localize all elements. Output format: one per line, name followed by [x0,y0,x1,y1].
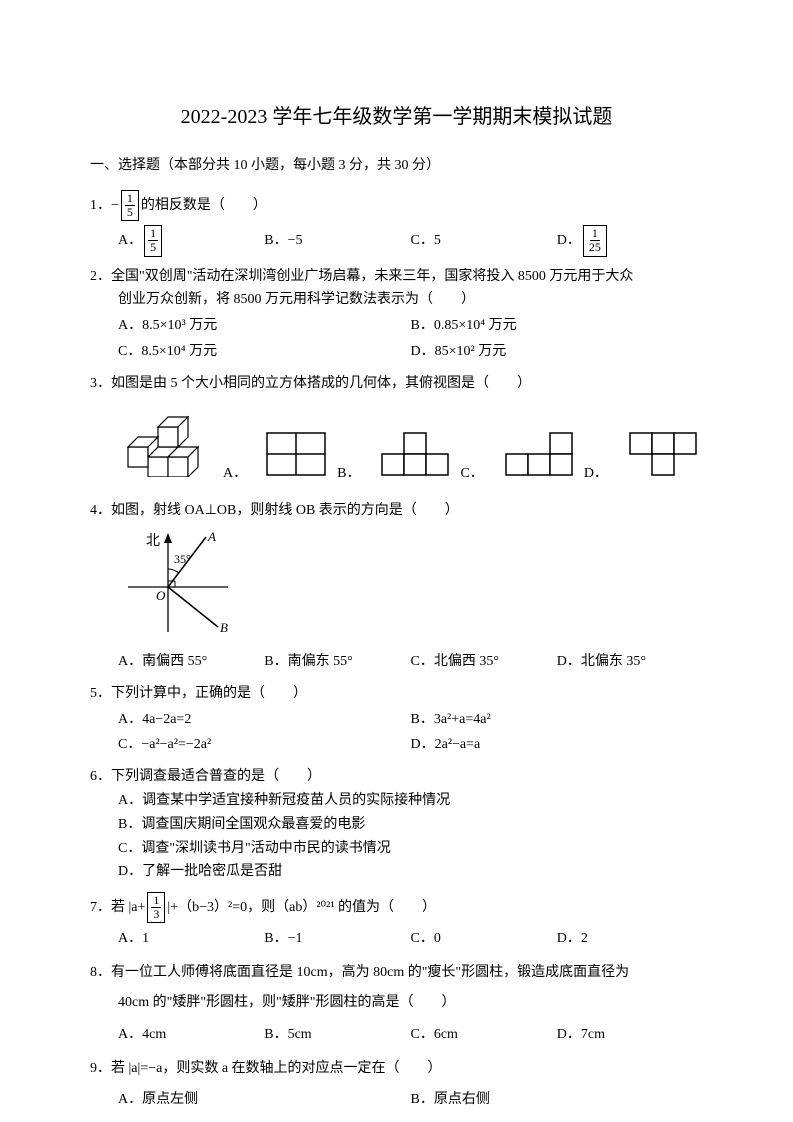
q7-num: 7． [90,896,111,920]
q1-optB: B．−5 [264,225,410,256]
q1-num: 1． [90,194,111,218]
question-7: 7． 若 |a+ 1 3 |+（b−3）²=0，则（ab）²⁰²¹ 的值为（ ）… [90,892,703,951]
q2-optA: A．8.5×10³ 万元 [118,314,411,338]
q1-frac: 1 5 [121,190,139,221]
q7-optC: C．0 [411,927,557,951]
q6-optD: D．了解一批哈密瓜是否甜 [90,860,703,884]
q2-optC: C．8.5×10⁴ 万元 [118,340,411,364]
q5-text: 下列计算中，正确的是（ ） [111,682,307,706]
q3-optA-figure [265,431,327,486]
question-3: 3． 如图是由 5 个大小相同的立方体搭成的几何体，其俯视图是（ ） [90,372,703,486]
q7-after: |+（b−3）²=0，则（ab）²⁰²¹ 的值为（ ） [167,896,436,920]
question-5: 5． 下列计算中，正确的是（ ） A．4a−2a=2 B．3a²+a=4a² C… [90,682,703,757]
q7-optD: D．2 [557,927,703,951]
q1-optD-num: 1 [590,227,600,241]
q8-num: 8． [90,961,111,985]
q8-optD: D．7cm [557,1023,703,1047]
q1-optA-frac: 1 5 [144,225,162,256]
q7-optA: A．1 [118,927,264,951]
q1-optC: C．5 [411,225,557,256]
q1-optD-den: 25 [587,241,603,254]
q2-line1: 全国"双创周"活动在深圳湾创业广场启幕，未来三年，国家将投入 8500 万元用于… [111,265,633,289]
q3-optB-figure [378,431,450,486]
q3-optC-figure [502,431,574,486]
q1-optD-frac: 1 25 [583,225,607,256]
q5-optA: A．4a−2a=2 [118,708,411,732]
q3-optB-label: B． [337,462,360,486]
question-8: 8． 有一位工人师傅将底面直径是 10cm，高为 80cm 的"瘦长"形圆柱，锻… [90,961,703,1046]
q1-frac-num: 1 [125,192,135,206]
q5-optD: D．2a²−a=a [411,733,704,757]
q4-num: 4． [90,499,111,523]
q1-optA: A． 1 5 [118,225,264,256]
q7-frac-num: 1 [151,894,161,908]
q8-line1: 有一位工人师傅将底面直径是 10cm，高为 80cm 的"瘦长"形圆柱，锻造成底… [111,961,629,985]
q1-frac-den: 5 [125,206,135,219]
q6-text: 下列调查最适合普查的是（ ） [111,765,321,789]
q7-frac: 1 3 [147,892,165,923]
q1-optA-den: 5 [148,241,158,254]
q4-north-label: 北 [146,533,160,549]
q8-optC: C．6cm [411,1023,557,1047]
q7-before: 若 |a+ [111,896,145,920]
q3-text: 如图是由 5 个大小相同的立方体搭成的几何体，其俯视图是（ ） [111,372,531,396]
q6-num: 6． [90,765,111,789]
q3-solid-figure [118,402,213,486]
question-4: 4． 如图，射线 OA⊥OB，则射线 OB 表示的方向是（ ） 北 A B 35… [90,499,703,673]
q1-neg: − [111,194,119,218]
q4-O-label: O [156,588,166,603]
question-9: 9． 若 |a|=−a，则实数 a 在数轴上的对应点一定在（ ） A．原点左侧 … [90,1057,703,1113]
q9-num: 9． [90,1057,111,1081]
q8-line2: 40cm 的"矮胖"形圆柱，则"矮胖"形圆柱的高是（ ） [90,991,703,1015]
q7-optB: B．−1 [264,927,410,951]
q2-num: 2． [90,265,111,289]
q3-optA-label: A． [223,462,247,486]
question-1: 1． − 1 5 的相反数是（ ） A． 1 5 B．−5 C．5 D． 1 2… [90,190,703,257]
q5-optB: B．3a²+a=4a² [411,708,704,732]
q1-optA-label: A． [118,229,142,253]
q7-frac-den: 3 [151,908,161,921]
q1-optA-num: 1 [148,227,158,241]
q5-num: 5． [90,682,111,706]
q6-optB: B．调查国庆期间全国观众最喜爱的电影 [90,813,703,837]
exam-title: 2022-2023 学年七年级数学第一学期期末模拟试题 [90,100,703,134]
q2-optB: B．0.85×10⁴ 万元 [411,314,704,338]
q2-line2: 创业万众创新，将 8500 万元用科学记数法表示为（ ） [90,288,703,312]
q4-A-label: A [207,529,216,544]
q3-optD-figure [626,431,698,486]
question-2: 2． 全国"双创周"活动在深圳湾创业广场启幕，未来三年，国家将投入 8500 万… [90,265,703,364]
q9-text: 若 |a|=−a，则实数 a 在数轴上的对应点一定在（ ） [111,1057,442,1081]
q1-optD-label: D． [557,229,581,253]
q4-optA: A．南偏西 55° [118,650,264,674]
q1-text: 的相反数是（ ） [141,194,267,218]
q2-optD: D．85×10² 万元 [411,340,704,364]
q4-optB: B．南偏东 55° [264,650,410,674]
question-6: 6． 下列调查最适合普查的是（ ） A．调查某中学适宜接种新冠疫苗人员的实际接种… [90,765,703,884]
q3-num: 3． [90,372,111,396]
q3-optC-label: C． [460,462,483,486]
q6-optA: A．调查某中学适宜接种新冠疫苗人员的实际接种情况 [90,789,703,813]
q8-optA: A．4cm [118,1023,264,1047]
section-1-header: 一、选择题（本部分共 10 小题，每小题 3 分，共 30 分） [90,154,703,178]
q4-B-label: B [220,620,228,635]
q4-compass-figure: 北 A B 35° O [118,527,248,637]
q6-optC: C．调查"深圳读书月"活动中市民的读书情况 [90,837,703,861]
q4-optC: C．北偏西 35° [411,650,557,674]
q4-text: 如图，射线 OA⊥OB，则射线 OB 表示的方向是（ ） [111,499,459,523]
q8-optB: B．5cm [264,1023,410,1047]
q4-optD: D．北偏东 35° [557,650,703,674]
q9-optA: A．原点左侧 [118,1088,411,1112]
q5-optC: C．−a²−a²=−2a² [118,733,411,757]
q1-optD: D． 1 25 [557,225,703,256]
q9-optB: B．原点右侧 [411,1088,704,1112]
q4-angle-label: 35° [174,552,191,566]
q3-optD-label: D． [584,462,608,486]
